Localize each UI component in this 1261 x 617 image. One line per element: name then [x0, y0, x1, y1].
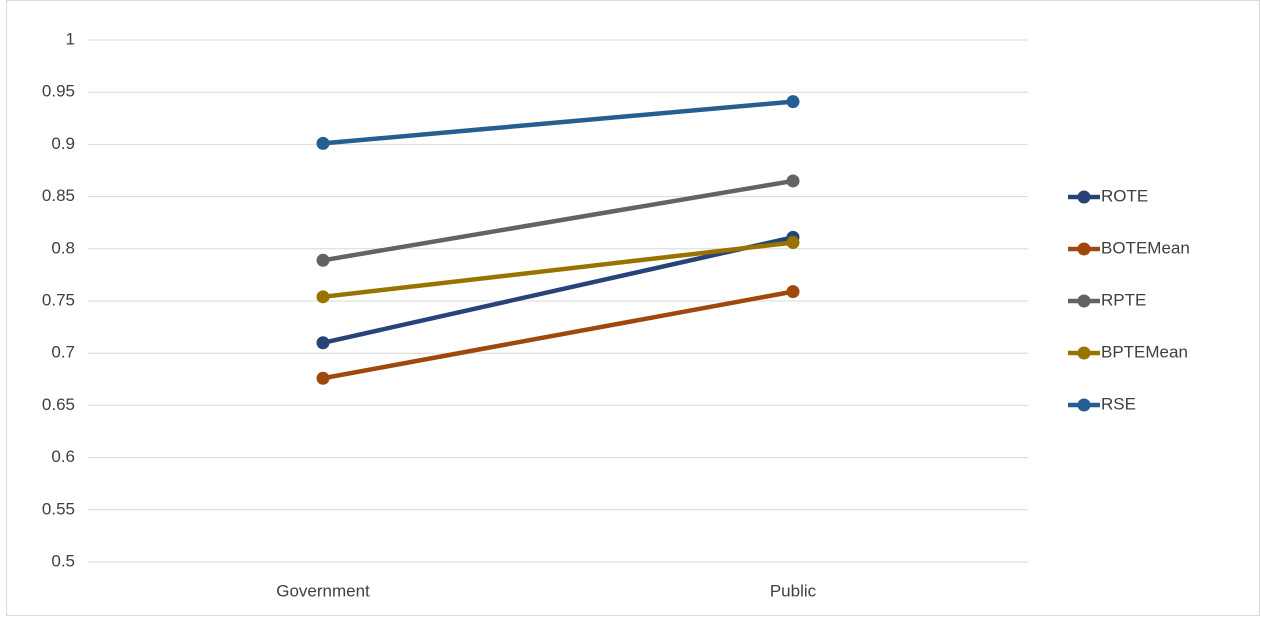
y-tick-label: 0.8	[51, 238, 75, 257]
y-tick-label: 0.6	[51, 447, 75, 466]
y-tick-label: 0.9	[51, 134, 75, 153]
y-tick-label: 0.75	[42, 290, 75, 309]
x-tick-label: Government	[276, 581, 370, 600]
legend-marker	[1077, 242, 1091, 256]
marker	[786, 174, 800, 188]
marker	[316, 290, 330, 304]
y-tick-label: 0.7	[51, 343, 75, 362]
y-tick-label: 0.65	[42, 395, 75, 414]
marker	[316, 136, 330, 150]
legend-label: ROTE	[1101, 186, 1148, 205]
series-line	[320, 235, 796, 346]
y-tick-label: 0.85	[42, 186, 75, 205]
marker	[786, 285, 800, 299]
marker	[316, 336, 330, 350]
marker	[786, 95, 800, 109]
marker	[316, 371, 330, 385]
legend-marker	[1077, 294, 1091, 308]
y-tick-label: 0.55	[42, 499, 75, 518]
series-line	[320, 240, 796, 300]
legend-marker	[1077, 190, 1091, 204]
legend-label: BOTEMean	[1101, 238, 1190, 257]
legend-marker	[1077, 346, 1091, 360]
series-line	[320, 289, 796, 381]
x-tick-label: Public	[770, 581, 817, 600]
y-tick-label: 1	[66, 29, 75, 48]
legend-label: BPTEMean	[1101, 342, 1188, 361]
y-tick-label: 0.5	[51, 551, 75, 570]
y-tick-label: 0.95	[42, 82, 75, 101]
legend-label: RPTE	[1101, 290, 1146, 309]
marker	[316, 253, 330, 267]
chart-border	[6, 0, 1260, 616]
legend-label: RSE	[1101, 394, 1136, 413]
legend-marker	[1077, 398, 1091, 412]
marker	[786, 236, 800, 250]
series-line	[320, 178, 796, 263]
series-line	[320, 99, 796, 146]
